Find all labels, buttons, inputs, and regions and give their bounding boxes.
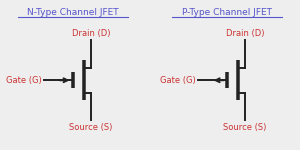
Text: Gate (G): Gate (G): [6, 76, 42, 85]
Text: Drain (D): Drain (D): [226, 29, 264, 38]
Text: P-Type Channel JFET: P-Type Channel JFET: [182, 8, 272, 17]
Text: Gate (G): Gate (G): [160, 76, 196, 85]
Text: N-Type Channel JFET: N-Type Channel JFET: [27, 8, 119, 17]
Text: Source (S): Source (S): [224, 123, 267, 132]
Text: Source (S): Source (S): [69, 123, 113, 132]
Text: Drain (D): Drain (D): [72, 29, 110, 38]
